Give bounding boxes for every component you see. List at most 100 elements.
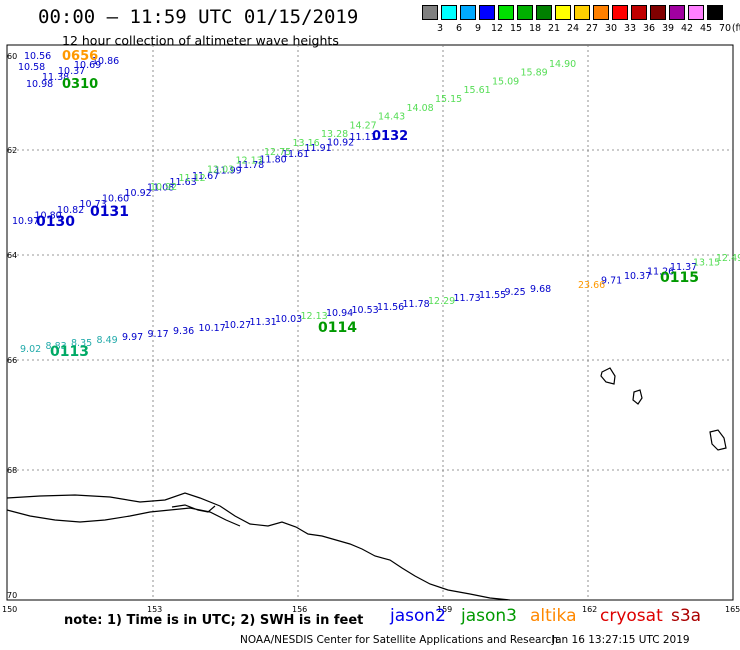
swh-value: 10.80 — [35, 210, 62, 221]
lat-label: 66 — [7, 356, 17, 365]
swh-value: 14.27 — [350, 120, 377, 131]
scale-swatch — [631, 5, 647, 20]
swh-value: 10.27 — [224, 320, 251, 331]
swh-value: 10.94 — [326, 308, 353, 319]
pass-label: 0132 — [372, 129, 408, 144]
swh-value: 10.82 — [57, 205, 84, 216]
swh-value: 9.25 — [505, 287, 526, 298]
timestamp: Jan 16 13:27:15 UTC 2019 — [552, 634, 690, 646]
scale-label: 21 — [547, 23, 561, 34]
lat-gridlines — [7, 149, 733, 471]
swh-value: 11.61 — [282, 149, 309, 160]
pass-label: 0114 — [318, 320, 357, 336]
lat-label: 64 — [7, 251, 17, 260]
legend-s3a: s3a — [671, 606, 702, 626]
scale-swatch — [498, 5, 514, 20]
scale-label: 3 — [436, 23, 444, 34]
scale-swatch — [688, 5, 704, 20]
swh-value: 11.31 — [250, 317, 277, 328]
swh-value: 12.75 — [264, 147, 291, 158]
swh-value: 11.55 — [479, 290, 506, 301]
island — [600, 367, 616, 385]
swh-value: 8.83 — [46, 341, 67, 352]
swh-value: 15.89 — [521, 68, 548, 79]
swh-value: 10.56 — [24, 51, 51, 62]
lat-labels: 60 62 64 66 68 70 — [7, 52, 17, 600]
swh-value: 12.13 — [301, 311, 328, 322]
swh-value: 14.08 — [407, 103, 434, 114]
lat-label: 62 — [7, 146, 17, 155]
scale-label: 36 — [642, 23, 656, 34]
map-subtitle: 12 hour collection of altimeter wave hei… — [62, 33, 339, 48]
swh-value: 11.80 — [260, 154, 287, 165]
swh-value: 10.92 — [125, 188, 152, 199]
legend-altika: altika — [530, 606, 577, 626]
lon-label: 159 — [437, 605, 452, 614]
lat-label: 68 — [7, 466, 17, 475]
swh-value: 15.61 — [464, 85, 491, 96]
scale-swatch — [574, 5, 590, 20]
swh-value: 10.86 — [92, 56, 119, 67]
swh-value: 14.90 — [549, 59, 576, 70]
lon-label: 162 — [582, 605, 597, 614]
swh-value: 9.97 — [122, 332, 143, 343]
scale-swatch — [650, 5, 666, 20]
scale-label: 9 — [474, 23, 482, 34]
swh-value: 14.43 — [378, 112, 405, 123]
swh-value: 10.92 — [150, 182, 177, 193]
swh-value: 11.38 — [42, 72, 69, 83]
scale-label: 39 — [661, 23, 675, 34]
lon-label: 150 — [2, 605, 17, 614]
scale-label: 6 — [455, 23, 463, 34]
scale-label: 45 — [699, 23, 713, 34]
scale-swatch — [479, 5, 495, 20]
swh-value: 15.15 — [435, 94, 462, 105]
scale-label: 18 — [528, 23, 542, 34]
swh-value: 23.66 — [578, 280, 605, 291]
swh-value: 12.13 — [236, 156, 263, 167]
map-frame — [6, 44, 734, 601]
swh-value: 11.99 — [215, 166, 242, 177]
swh-value: 9.71 — [601, 276, 622, 287]
swh-value: 10.73 — [80, 199, 107, 210]
scale-label: 42 — [680, 23, 694, 34]
swh-value: 11.63 — [170, 177, 197, 188]
swh-value: 9.02 — [20, 344, 41, 355]
swh-value: 10.60 — [102, 194, 129, 205]
swh-value: 10.98 — [26, 79, 53, 90]
swh-value: 12.49 — [716, 253, 740, 264]
swh-value: 10.53 — [352, 305, 379, 316]
scale-label: 30 — [604, 23, 618, 34]
swh-value: 10.58 — [18, 62, 45, 73]
scale-swatch — [536, 5, 552, 20]
map-title: 00:00 – 11:59 UTC 01/15/2019 — [38, 6, 359, 28]
scale-swatch — [669, 5, 685, 20]
pass-label: 0656 — [62, 49, 98, 64]
legend-jason3: jason3 — [461, 606, 517, 626]
swh-value: 9.68 — [530, 284, 551, 295]
lon-label: 165 — [725, 605, 740, 614]
lon-label: 156 — [292, 605, 307, 614]
scale-swatch — [707, 5, 723, 20]
scale-label: 24 — [566, 23, 580, 34]
scale-swatch — [460, 5, 476, 20]
island — [632, 389, 643, 405]
swh-value: 9.36 — [173, 326, 194, 337]
scale-label: 27 — [585, 23, 599, 34]
scale-swatch — [593, 5, 609, 20]
pass-label: 0113 — [50, 344, 89, 360]
altimeter-tracks: 10.9710.8010.8210.7310.6010.9211.0811.63… — [12, 49, 740, 360]
swh-value: 11.08 — [147, 182, 174, 193]
lon-label: 153 — [147, 605, 162, 614]
legend-cryosat: cryosat — [600, 606, 663, 626]
swh-value: 10.92 — [327, 138, 354, 149]
swh-value: 12.03 — [207, 164, 234, 175]
swh-value: 13.28 — [321, 129, 348, 140]
swh-value: 11.78 — [237, 160, 264, 171]
swh-value: 13.15 — [693, 258, 720, 269]
swh-value: 12.29 — [428, 296, 455, 307]
map-note: note: 1) Time is in UTC; 2) SWH is in fe… — [64, 613, 364, 628]
swh-value: 10.69 — [74, 60, 101, 71]
lon-labels: 150 153 156 159 162 165 — [2, 605, 740, 614]
